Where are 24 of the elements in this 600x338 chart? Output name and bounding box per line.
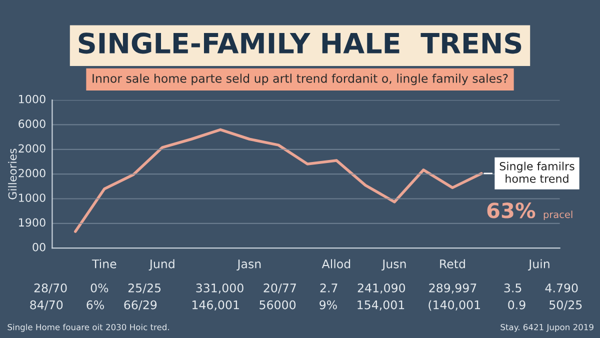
- text: 28/70 0% 25/25 331,000 20/77 2.7 241,090 289,997 3.5 4.790: [34, 283, 578, 294]
- x-tick-label: Tine: [92, 259, 116, 268]
- x-tick-label: Jund: [148, 259, 174, 271]
- text: 6000: [18, 120, 46, 128]
- x-tick-label: Juin: [528, 259, 550, 271]
- annotation: 63%: [487, 202, 536, 218]
- x-tick-label: Retd: [440, 259, 465, 268]
- text: 1000: [19, 194, 46, 202]
- text: Stay. 6421 Jupon 2019: [500, 324, 594, 332]
- x-tick-label: Jasn: [236, 260, 261, 271]
- y-axis-title: Gilleories: [8, 148, 17, 200]
- text: 2000: [18, 168, 46, 178]
- text: 2000: [18, 144, 46, 153]
- x-tick-label: Jusn: [382, 260, 406, 271]
- text: 1900: [19, 218, 46, 227]
- chart-title: SINGLE-FAMILY HALE TRENS: [78, 32, 522, 54]
- text: Single Home fouare oit 2030 Hoic tred.: [8, 324, 169, 332]
- annotation: pracel: [544, 210, 572, 220]
- text: 84/70 6% 66/29 146,001 56000 9% 154,001 (140,001 0.9 50/25: [30, 300, 582, 311]
- annotation: Single familrs home trend: [500, 162, 574, 183]
- x-tick-label: Allod: [322, 259, 350, 268]
- chart-subtitle: Innor sale home parte seld up artl trend fordanit o, lingle family sales?: [92, 74, 508, 86]
- text: 00: [32, 242, 46, 252]
- text: 1000: [19, 94, 46, 104]
